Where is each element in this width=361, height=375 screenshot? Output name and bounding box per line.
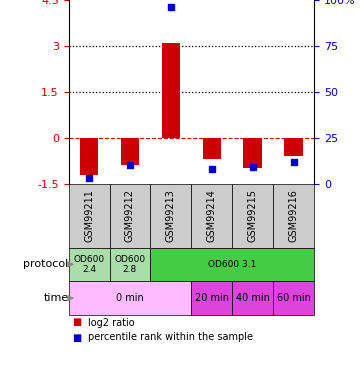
Bar <box>162 43 180 138</box>
Text: 60 min: 60 min <box>277 293 310 303</box>
Text: OD600
2.4: OD600 2.4 <box>74 255 105 274</box>
Bar <box>151 184 191 248</box>
Text: log2 ratio: log2 ratio <box>88 318 135 327</box>
Text: GSM99214: GSM99214 <box>207 189 217 242</box>
Bar <box>273 281 314 315</box>
Bar <box>191 184 232 248</box>
Text: GSM99213: GSM99213 <box>166 189 176 242</box>
Text: 20 min: 20 min <box>195 293 229 303</box>
Text: 0 min: 0 min <box>116 293 144 303</box>
Bar <box>243 138 262 168</box>
Bar <box>151 248 314 281</box>
Bar <box>191 281 232 315</box>
Bar <box>121 138 139 165</box>
Bar <box>232 184 273 248</box>
Bar <box>69 248 109 281</box>
Text: GSM99212: GSM99212 <box>125 189 135 242</box>
Text: protocol: protocol <box>23 260 69 269</box>
Bar <box>109 184 151 248</box>
Text: ■: ■ <box>72 333 82 342</box>
Bar <box>69 281 191 315</box>
Text: GSM99211: GSM99211 <box>84 189 94 242</box>
Text: percentile rank within the sample: percentile rank within the sample <box>88 333 253 342</box>
Text: OD600
2.8: OD600 2.8 <box>114 255 145 274</box>
Bar <box>203 138 221 159</box>
Bar <box>80 138 98 175</box>
Text: 40 min: 40 min <box>236 293 270 303</box>
Text: time: time <box>43 293 69 303</box>
Text: GSM99216: GSM99216 <box>288 189 299 242</box>
Bar <box>232 281 273 315</box>
Text: GSM99215: GSM99215 <box>248 189 258 242</box>
Text: ■: ■ <box>72 318 82 327</box>
Text: OD600 3.1: OD600 3.1 <box>208 260 256 269</box>
Bar <box>284 138 303 156</box>
Bar <box>69 184 109 248</box>
Bar <box>109 248 151 281</box>
Bar <box>273 184 314 248</box>
